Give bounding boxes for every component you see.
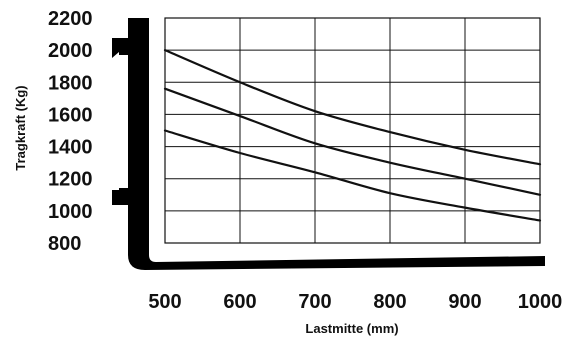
plot-area (163, 17, 542, 244)
x-tick-labels: 500 600 700 800 900 1000 (148, 291, 562, 313)
x-tick-label: 1000 (518, 291, 563, 313)
x-tick-label: 600 (223, 291, 256, 313)
y-tick-label: 1400 (48, 137, 93, 159)
x-tick-label: 700 (298, 291, 331, 313)
x-tick-label: 500 (148, 291, 181, 313)
y-axis-label: Tragkraft (Kg) (13, 85, 28, 170)
y-tick-label: 2000 (48, 40, 93, 62)
series-line-2 (163, 87, 542, 196)
series-line-3 (163, 129, 542, 222)
y-tick-label: 2200 (48, 8, 93, 30)
x-tick-label: 800 (373, 291, 406, 313)
x-axis-label: Lastmitte (mm) (305, 321, 398, 336)
y-tick-labels: 2200 2000 1800 1600 1400 1200 1000 800 (48, 8, 93, 255)
plot-frame (164, 17, 541, 244)
y-tick-label: 1200 (48, 169, 93, 191)
y-tick-label: 800 (48, 233, 81, 255)
y-tick-label: 1000 (48, 201, 93, 223)
y-tick-label: 1800 (48, 72, 93, 94)
series-line-1 (163, 49, 542, 166)
x-tick-label: 900 (448, 291, 481, 313)
y-tick-label: 1600 (48, 104, 93, 126)
